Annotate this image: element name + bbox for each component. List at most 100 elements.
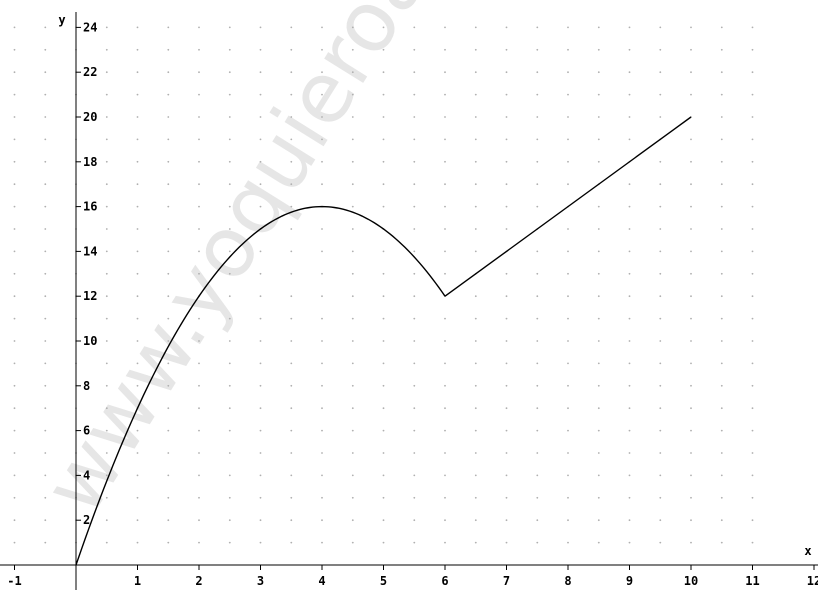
grid-dot: [382, 317, 385, 320]
grid-dot: [382, 205, 385, 208]
grid-dot: [382, 272, 385, 275]
x-tick-label: 9: [626, 574, 633, 588]
grid-dot: [321, 48, 323, 51]
grid-dot: [136, 541, 139, 544]
watermark-text: www.yoquieroaprobar: [24, 0, 595, 531]
x-tick-label: 7: [503, 574, 510, 588]
grid-dot: [536, 250, 539, 253]
grid-dot: [659, 452, 662, 454]
grid-dot: [536, 93, 539, 96]
grid-dot: [105, 272, 108, 275]
grid-dot: [105, 407, 108, 410]
grid-dot: [44, 496, 47, 499]
grid-dot: [259, 317, 262, 320]
grid-dot: [198, 138, 200, 141]
grid-dot: [44, 452, 47, 454]
grid-dot: [751, 116, 754, 118]
grid-dot: [659, 71, 662, 74]
grid-dot: [228, 160, 231, 163]
grid-dot: [659, 93, 662, 96]
grid-dot: [751, 429, 754, 432]
grid-dot: [536, 519, 539, 522]
grid-dot: [13, 205, 16, 208]
grid-dot: [105, 93, 108, 96]
grid-dot: [44, 384, 47, 387]
grid-dot: [382, 116, 385, 118]
grid-dot: [259, 116, 262, 118]
parabola-segment: [75, 205, 446, 566]
grid-dot: [167, 138, 170, 141]
grid-dot: [167, 205, 170, 208]
grid-dot: [228, 407, 231, 410]
grid-dot: [597, 116, 600, 118]
grid-dot: [13, 116, 16, 118]
grid-dot: [105, 295, 108, 298]
grid-dot: [597, 48, 600, 51]
grid-dot: [474, 407, 477, 410]
grid-dot: [351, 474, 354, 477]
grid-dot: [444, 340, 446, 342]
linear-segment: [444, 116, 692, 297]
grid-dot: [505, 228, 508, 230]
grid-dot: [44, 272, 47, 275]
grid-dot: [44, 541, 47, 544]
grid-dot: [505, 116, 508, 118]
grid-dot: [690, 93, 692, 96]
grid-dot: [351, 48, 354, 51]
grid-dot: [198, 362, 200, 365]
grid-dot: [628, 496, 631, 499]
grid-dot: [105, 519, 108, 522]
grid-dot: [136, 452, 139, 454]
grid-dot: [290, 541, 293, 544]
grid-dot: [136, 295, 139, 298]
grid-dot: [505, 272, 508, 275]
grid-dot: [628, 116, 631, 118]
grid-dot: [597, 93, 600, 96]
grid-dot: [690, 429, 692, 432]
grid-dot: [536, 26, 539, 29]
grid-dot: [259, 71, 262, 74]
grid-dot: [198, 317, 200, 320]
grid-dot: [690, 519, 692, 522]
grid-dot: [382, 541, 385, 544]
grid-dot: [167, 160, 170, 163]
grid-dot: [720, 496, 723, 499]
grid-dot: [351, 317, 354, 320]
grid-dot: [259, 250, 262, 253]
grid-dot: [567, 272, 569, 275]
axes: [0, 12, 818, 590]
grid-dot: [413, 26, 416, 29]
grid-dot: [382, 138, 385, 141]
grid-dot: [720, 452, 723, 454]
grid-dot: [382, 160, 385, 163]
grid-dot: [413, 541, 416, 544]
grid-dot: [567, 317, 569, 320]
grid-dot: [751, 71, 754, 74]
y-axis-label: y: [58, 13, 65, 27]
grid-dot: [505, 362, 508, 365]
y-tick-label: 24: [83, 20, 97, 34]
grid-dot: [167, 340, 170, 342]
grid-dot: [290, 474, 293, 477]
grid-dot: [567, 407, 569, 410]
grid-dot: [751, 205, 754, 208]
grid-dot: [105, 205, 108, 208]
grid-dot: [751, 340, 754, 342]
grid-dot: [228, 228, 231, 230]
grid-dot: [13, 48, 16, 51]
grid-dot: [321, 429, 323, 432]
grid-dot: [321, 138, 323, 141]
grid-dot: [351, 519, 354, 522]
grid-dot: [13, 519, 16, 522]
grid-dot: [198, 48, 200, 51]
grid-dot: [259, 295, 262, 298]
grid-dot: [413, 138, 416, 141]
grid-dot: [505, 541, 508, 544]
grid-dot: [720, 183, 723, 186]
grid-dot: [351, 138, 354, 141]
grid-dot: [198, 474, 200, 477]
grid-dot: [198, 160, 200, 163]
grid-dot: [536, 317, 539, 320]
grid-dot: [259, 407, 262, 410]
grid-dot: [382, 340, 385, 342]
